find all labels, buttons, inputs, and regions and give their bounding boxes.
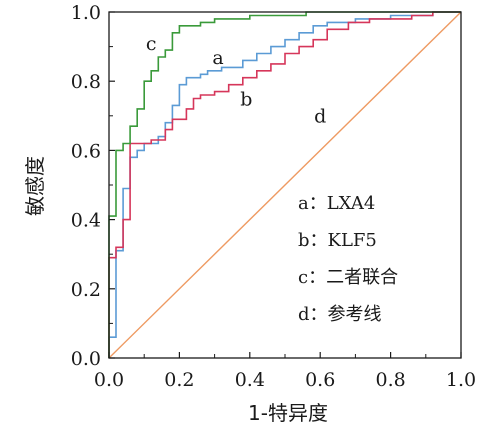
x-tick-label: 0.8 [375,369,405,391]
y-tick-label: 0.6 [71,140,101,162]
curve-label-b: b [240,88,252,110]
x-tick-label: 0.6 [305,369,335,391]
series-line-b [108,11,461,358]
y-tick-label: 0.2 [71,279,101,301]
curve-label-a: a [212,47,223,69]
legend-entry: a：LXA4 [298,193,375,214]
y-axis-title: 敏感度 [23,156,47,216]
x-tick-label: 1.0 [446,369,476,391]
curve-label-c: c [146,33,157,55]
y-tick-label: 1.0 [71,2,101,24]
legend-entry: c：二者联合 [298,267,398,288]
y-axis: 0.0 0.2 0.4 0.6 0.8 1.0 [71,2,115,370]
x-tick-label: 0.4 [235,369,265,391]
legend-entry: b：KLF5 [298,230,377,251]
x-axis-title: 1-特异度 [248,401,328,425]
plot-area: ab c d [108,11,462,359]
y-tick-label: 0.4 [71,210,101,232]
x-tick-label: 0.0 [94,369,124,391]
x-tick-label: 0.2 [164,369,194,391]
curve-label-d: d [314,106,326,128]
series-line-c [108,11,461,358]
series-line-a [108,11,461,358]
y-tick-label: 0.0 [71,348,101,370]
x-axis: 0.0 0.2 0.4 0.6 0.8 1.0 [94,352,476,391]
y-tick-label: 0.8 [71,71,101,93]
legend-entry: d：参考线 [298,304,382,325]
series-line-d [108,11,462,359]
legend: a：LXA4 b：KLF5 c：二者联合 d：参考线 [298,193,398,325]
